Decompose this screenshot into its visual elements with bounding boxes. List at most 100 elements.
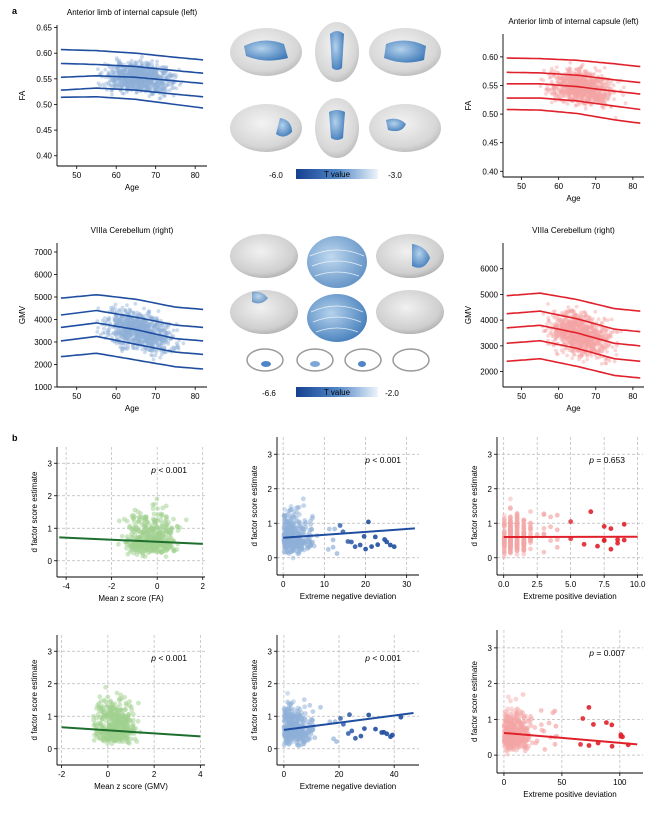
data-point: [569, 89, 573, 94]
data-point: [144, 78, 148, 83]
data-point: [556, 75, 560, 80]
data-point: [560, 80, 565, 85]
data-point: [140, 80, 145, 85]
data-point: [119, 533, 125, 539]
x-tick-label: 60: [112, 392, 121, 401]
data-point: [125, 336, 130, 341]
brain-gmv-cerebellum-top: [307, 236, 367, 288]
x-tick-label: 80: [628, 182, 637, 191]
data-point: [147, 68, 151, 73]
data-point: [589, 354, 594, 358]
data-point: [593, 82, 598, 87]
data-point: [134, 79, 139, 84]
data-point: [162, 86, 166, 91]
data-point: [129, 77, 134, 82]
data-point: [363, 546, 368, 552]
data-point: [131, 78, 136, 83]
data-point: [96, 306, 101, 311]
y-tick-label: 6000: [34, 271, 52, 280]
data-point: [147, 72, 152, 77]
data-point: [148, 82, 153, 87]
data-point: [128, 71, 133, 76]
data-point: [562, 347, 567, 351]
data-point: [126, 79, 131, 84]
data-point: [146, 82, 151, 87]
data-point: [588, 98, 592, 103]
data-point: [596, 317, 601, 322]
data-point: [134, 78, 139, 83]
data-point: [174, 86, 179, 91]
data-point: [119, 70, 124, 75]
data-point: [153, 71, 158, 75]
data-point: [584, 313, 589, 318]
data-point: [594, 97, 599, 102]
data-point: [588, 95, 592, 100]
data-point: [142, 69, 147, 73]
data-point: [117, 84, 122, 88]
data-point: [553, 337, 558, 342]
data-point: [145, 85, 150, 90]
data-point: [127, 73, 132, 77]
data-point: [141, 73, 145, 77]
data-point: [145, 72, 150, 77]
data-point: [106, 70, 111, 75]
data-point: [141, 84, 146, 89]
data-point: [132, 71, 137, 76]
data-point: [145, 60, 150, 65]
data-point: [556, 88, 561, 92]
data-point: [126, 85, 131, 90]
data-point: [144, 72, 149, 77]
data-point: [578, 88, 583, 92]
data-point: [611, 83, 616, 88]
data-point: [136, 86, 141, 90]
data-point: [159, 81, 164, 85]
data-point: [330, 544, 336, 550]
data-point: [588, 82, 592, 86]
data-point: [136, 71, 140, 76]
data-point: [121, 77, 126, 82]
data-point: [110, 331, 115, 336]
data-point: [556, 95, 561, 99]
data-point: [325, 547, 331, 552]
data-point: [170, 81, 175, 86]
data-point: [120, 79, 125, 84]
data-point: [112, 315, 117, 320]
data-point: [128, 71, 133, 76]
data-point: [591, 72, 595, 77]
data-point: [150, 78, 154, 83]
data-point: [117, 81, 122, 85]
data-point: [594, 329, 598, 334]
data-point: [154, 84, 158, 89]
data-point: [147, 548, 153, 554]
data-point: [598, 69, 602, 73]
data-point: [154, 81, 159, 86]
data-point: [152, 520, 158, 526]
data-point: [548, 538, 553, 543]
centile-curve: [60, 87, 204, 98]
data-point: [130, 82, 135, 87]
data-point: [586, 82, 591, 87]
data-point: [591, 89, 595, 94]
data-point: [132, 68, 136, 73]
data-point: [132, 77, 137, 81]
data-point: [112, 83, 117, 88]
data-point: [580, 94, 584, 99]
data-point: [144, 86, 149, 91]
data-point: [562, 77, 567, 82]
data-point: [603, 318, 607, 322]
data-point: [139, 68, 144, 73]
data-point: [158, 511, 164, 517]
data-point: [595, 96, 600, 100]
data-point: [166, 82, 171, 87]
data-point: [135, 70, 140, 75]
data-point: [147, 79, 152, 84]
data-point: [614, 353, 619, 357]
data-point: [572, 80, 576, 85]
data-point: [135, 71, 140, 76]
data-point: [181, 341, 186, 346]
data-point: [154, 82, 158, 86]
data-point: [144, 347, 149, 352]
data-point: [296, 519, 302, 525]
data-point: [128, 61, 133, 66]
